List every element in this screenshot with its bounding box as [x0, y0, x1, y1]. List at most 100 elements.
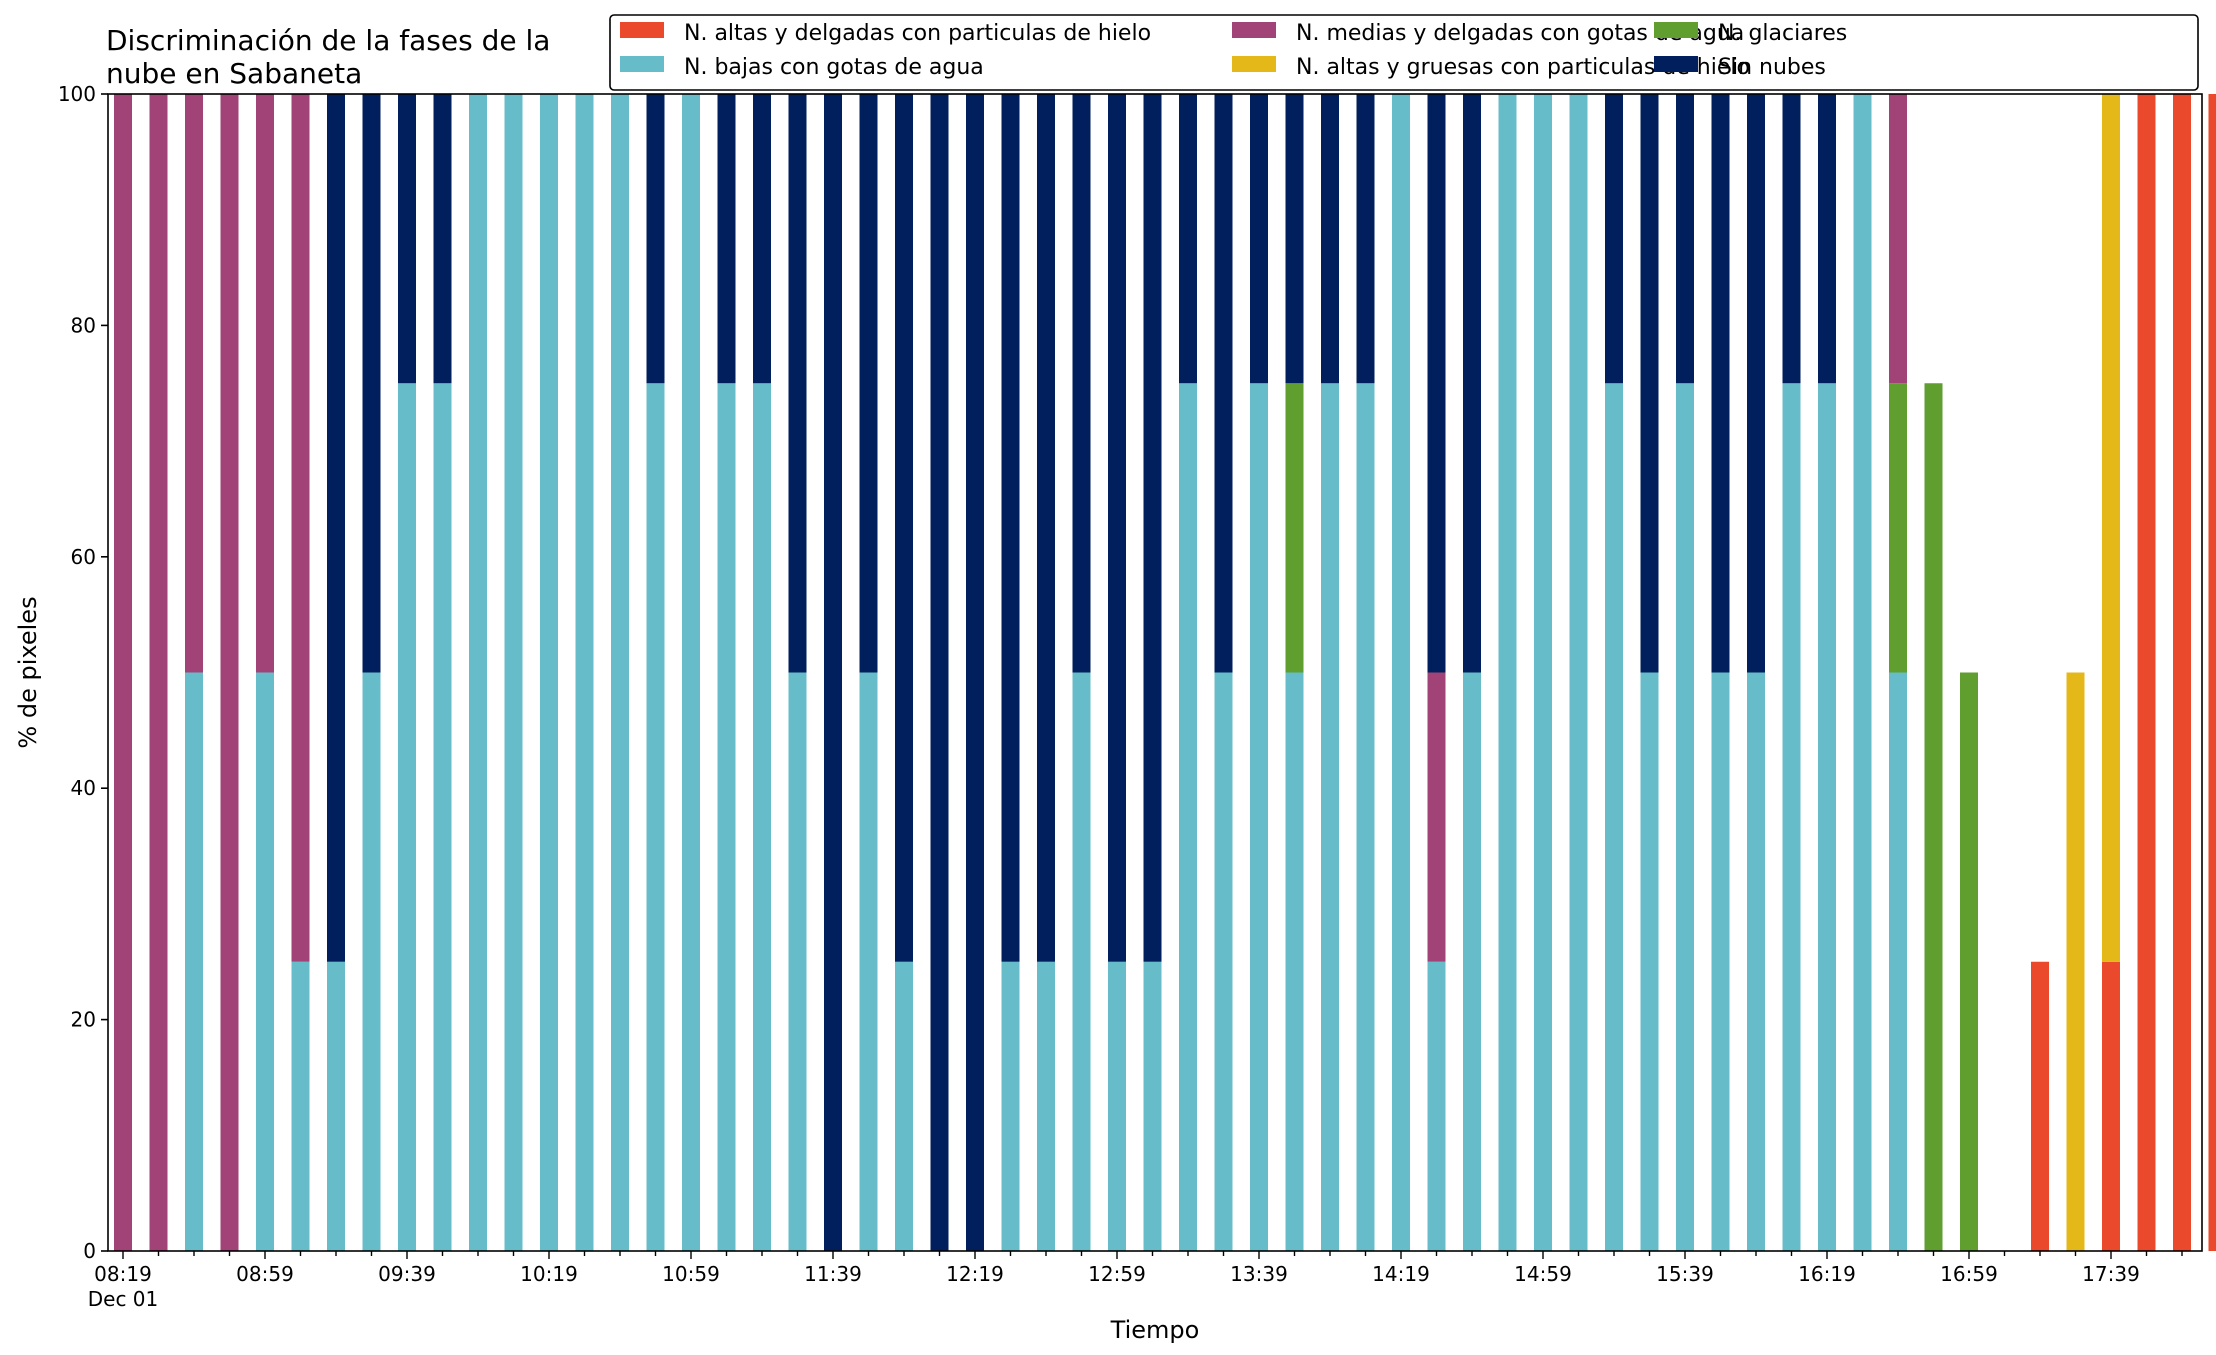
bar-19-series-2	[788, 672, 807, 1251]
legend-swatch-0	[620, 22, 664, 38]
bar-33-series-5	[1285, 94, 1304, 384]
bar-35-series-5	[1356, 94, 1375, 384]
bar-31-series-2	[1214, 672, 1233, 1251]
legend-label-3: N. glaciares	[1718, 21, 1847, 46]
bar-52-series-3	[1960, 672, 1978, 1251]
bar-6-series-5	[327, 94, 345, 962]
bar-37-series-5	[1427, 94, 1446, 673]
y-tick-label-4: 80	[71, 313, 96, 337]
bar-25-series-5	[1001, 94, 1020, 962]
chart-title-line-1: Discriminación de la fases de la	[106, 24, 550, 57]
bar-4-series-4	[256, 94, 274, 673]
bar-44-series-2	[1676, 383, 1694, 1251]
legend-swatch-2	[620, 56, 664, 72]
x-tick-label-10: 14:59	[1514, 1262, 1572, 1286]
bar-21-series-2	[859, 672, 878, 1251]
bar-27-series-2	[1072, 672, 1091, 1251]
bar-22-series-2	[895, 961, 913, 1251]
x-tick-label-6: 12:19	[946, 1262, 1004, 1286]
bar-35-series-2	[1356, 383, 1375, 1251]
legend: N. altas y delgadas con particulas de hi…	[609, 14, 2199, 91]
bar-51-series-3	[1924, 383, 1943, 1251]
bar-8-series-5	[398, 94, 416, 384]
legend-swatch-1	[1232, 56, 1276, 72]
x-tick-label-2: 09:39	[378, 1262, 436, 1286]
bars	[114, 94, 2216, 1251]
bar-49-series-2	[1853, 94, 1872, 1251]
bar-36-series-2	[1392, 94, 1410, 1251]
x-tick-label-4: 10:59	[662, 1262, 720, 1286]
bar-21-series-5	[859, 94, 878, 673]
bar-26-series-5	[1037, 94, 1055, 962]
bar-44-series-5	[1676, 94, 1694, 384]
bar-22-series-5	[895, 94, 913, 962]
bar-9-series-2	[433, 383, 452, 1251]
x-tick-label-0: 08:19	[94, 1262, 152, 1286]
y-tick-label-3: 60	[71, 545, 96, 569]
plot-frame	[107, 93, 2203, 1252]
bar-56-series-0	[2102, 961, 2120, 1251]
x-tick-label-8: 13:39	[1230, 1262, 1288, 1286]
x-tick-label-14: 17:39	[2082, 1262, 2140, 1286]
bar-9-series-5	[433, 94, 452, 384]
bar-59-series-0	[2208, 94, 2216, 1251]
bar-7-series-2	[362, 672, 381, 1251]
x-tick-label-1: 08:59	[236, 1262, 294, 1286]
bar-25-series-2	[1001, 961, 1020, 1251]
x-tick-label-3: 10:19	[520, 1262, 578, 1286]
bar-39-series-2	[1498, 94, 1517, 1251]
bar-32-series-2	[1250, 383, 1268, 1251]
y-axis: 0 20 40 60 80 100	[58, 82, 108, 1263]
bar-1-series-4	[149, 94, 168, 1251]
bar-18-series-2	[753, 383, 771, 1251]
bar-28-series-5	[1108, 94, 1126, 962]
bar-41-series-2	[1569, 94, 1588, 1251]
bar-46-series-2	[1747, 672, 1765, 1251]
bar-8-series-2	[398, 383, 416, 1251]
bar-33-series-3	[1285, 383, 1304, 673]
bar-0-series-4	[114, 94, 132, 1251]
bar-45-series-5	[1711, 94, 1730, 673]
x-tick-label-12: 16:19	[1798, 1262, 1856, 1286]
bar-17-series-5	[717, 94, 736, 384]
bar-58-series-0	[2173, 94, 2191, 1251]
x-tick-label-11: 15:39	[1656, 1262, 1714, 1286]
bar-14-series-2	[611, 94, 629, 1251]
bar-5-series-4	[291, 94, 310, 962]
bar-43-series-5	[1640, 94, 1659, 673]
y-tick-label-5: 100	[58, 82, 96, 106]
bar-47-series-5	[1782, 94, 1801, 384]
y-axis-label: % de pixeles	[14, 596, 42, 748]
x-tick-label-5: 11:39	[804, 1262, 862, 1286]
bar-6-series-2	[327, 961, 345, 1251]
bar-32-series-5	[1250, 94, 1268, 384]
bar-20-series-5	[824, 94, 842, 1251]
bar-2-series-2	[185, 672, 203, 1251]
bar-42-series-5	[1605, 94, 1623, 384]
bar-17-series-2	[717, 383, 736, 1251]
bar-50-series-4	[1889, 94, 1907, 384]
bar-30-series-2	[1179, 383, 1197, 1251]
bar-48-series-5	[1818, 94, 1836, 384]
legend-swatch-4	[1232, 22, 1276, 38]
x-tick-label-7: 12:59	[1088, 1262, 1146, 1286]
bar-45-series-2	[1711, 672, 1730, 1251]
legend-label-5: Sin nubes	[1718, 55, 1826, 80]
bar-12-series-2	[540, 94, 558, 1251]
y-tick-label-1: 20	[71, 1008, 96, 1032]
bar-7-series-5	[362, 94, 381, 673]
bar-38-series-5	[1463, 94, 1481, 673]
bar-26-series-2	[1037, 961, 1055, 1251]
bar-46-series-5	[1747, 94, 1765, 673]
bar-47-series-2	[1782, 383, 1801, 1251]
bar-29-series-2	[1143, 961, 1162, 1251]
bar-18-series-5	[753, 94, 771, 384]
bar-33-series-2	[1285, 672, 1304, 1251]
bar-57-series-0	[2137, 94, 2156, 1251]
bar-50-series-3	[1889, 383, 1907, 673]
bar-23-series-5	[930, 94, 949, 1251]
bar-28-series-2	[1108, 961, 1126, 1251]
x-axis-label: Tiempo	[1110, 1316, 1200, 1344]
legend-swatch-3	[1654, 22, 1698, 38]
